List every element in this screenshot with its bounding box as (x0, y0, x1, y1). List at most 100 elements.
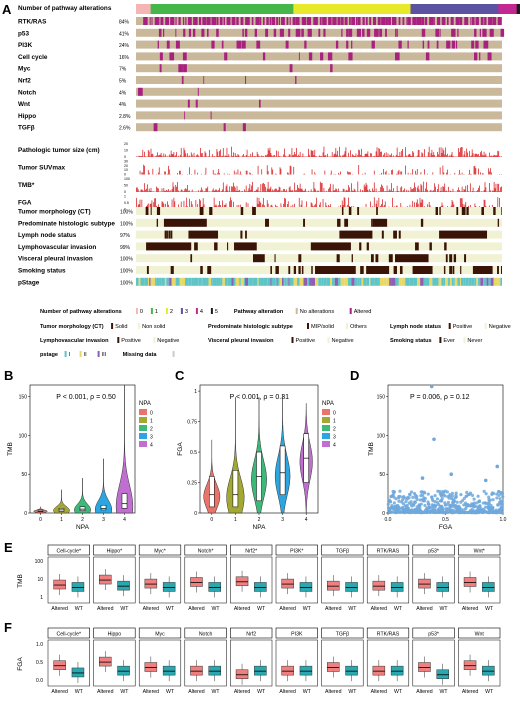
continuous-bar (491, 155, 492, 157)
scatter-point (447, 503, 452, 507)
continuous-bar (223, 173, 225, 175)
continuous-bar (250, 189, 252, 192)
y-tick-label: 1.0 (36, 642, 43, 648)
continuous-bar (138, 155, 140, 157)
altered-tick (487, 52, 492, 61)
altered-tick (471, 17, 475, 25)
continuous-bar (467, 152, 468, 157)
facet-strip (93, 627, 136, 639)
continuous-bar (244, 156, 246, 157)
continuous-bar (446, 172, 447, 175)
scatter-point (477, 504, 482, 508)
continuous-bar (154, 198, 156, 210)
altered-tick (223, 17, 226, 25)
facet-strip (93, 544, 136, 556)
continuous-bar (292, 189, 294, 192)
facet-frame (230, 639, 273, 687)
altered-tick (475, 40, 479, 49)
continuous-bar (460, 147, 462, 157)
pstage-tick (468, 277, 472, 286)
categorical-tick (360, 266, 364, 274)
continuous-bar (358, 149, 360, 157)
continuous-bar (327, 153, 328, 157)
x-tick-label: 0 (39, 517, 42, 523)
continuous-bar (242, 155, 243, 157)
continuous-bar (234, 187, 236, 192)
continuous-bar (171, 199, 173, 210)
y-tick-label: 0.75 (187, 420, 197, 426)
legend-item: 3 (150, 435, 153, 441)
continuous-bar (368, 191, 370, 192)
scatter-point (392, 490, 396, 494)
continuous-bar (277, 151, 279, 157)
categorical-tick (493, 207, 496, 215)
altered-tick (436, 40, 439, 49)
continuous-bar (396, 185, 398, 192)
continuous-bar (263, 197, 264, 210)
continuous-bar (144, 165, 145, 175)
pstage-tick (155, 277, 157, 286)
altered-tick (178, 17, 181, 25)
categorical-tick (199, 207, 204, 215)
box-wt (162, 582, 176, 592)
altered-tick (281, 17, 285, 25)
categorical-tick (372, 218, 388, 227)
continuous-bar (283, 203, 285, 210)
facet-strip (275, 544, 318, 556)
continuous-bar (167, 201, 168, 210)
violin-1 (226, 397, 245, 514)
continuous-bar (323, 187, 325, 192)
continuous-bar (178, 204, 179, 210)
altered-tick (154, 17, 160, 25)
alteration-row-label: PI3K (18, 42, 33, 49)
categorical-tick (337, 218, 341, 227)
x-tick-label: Altered (416, 606, 433, 612)
continuous-bar (290, 166, 292, 175)
continuous-bar (267, 171, 269, 175)
pstage-tick (344, 277, 348, 286)
pstage-tick (429, 277, 433, 286)
scatter-point (495, 511, 499, 515)
continuous-bar (432, 155, 434, 157)
categorical-tick (452, 266, 455, 274)
altered-tick (373, 17, 377, 25)
facet-frame (184, 556, 227, 604)
continuous-bar (447, 153, 448, 157)
continuous-bar (463, 173, 465, 175)
altered-tick (153, 123, 158, 132)
continuous-bar (245, 202, 247, 210)
continuous-bar (337, 191, 339, 192)
continuous-bar (264, 184, 265, 192)
box-altered (418, 578, 431, 589)
facet-frame (138, 556, 182, 604)
continuous-bar (347, 171, 349, 175)
altered-tick (285, 40, 289, 49)
continuous-bar (225, 156, 227, 157)
scatter-point (406, 506, 410, 510)
scatter-point (409, 490, 414, 494)
continuous-bar (428, 201, 430, 210)
continuous-bar (326, 190, 328, 192)
continuous-bar (439, 190, 441, 192)
continuous-bar (262, 204, 264, 210)
alteration-row-bg (136, 99, 502, 108)
continuous-bar (308, 148, 309, 157)
continuous-bar (333, 154, 335, 157)
pstage-tick (374, 277, 378, 286)
continuous-bar (363, 184, 365, 192)
altered-tick (489, 28, 494, 37)
continuous-bar (369, 189, 371, 192)
continuous-bar (383, 188, 384, 192)
continuous-bar (251, 185, 253, 192)
continuous-bar (304, 173, 306, 175)
continuous-bar (265, 186, 266, 192)
categorical-tick (194, 242, 198, 251)
continuous-bar (286, 172, 288, 175)
altered-tick (313, 17, 318, 25)
continuous-bar (272, 189, 274, 192)
altered-tick (223, 123, 226, 132)
continuous-bar (270, 186, 272, 192)
continuous-bar (157, 152, 158, 157)
continuous-bar (236, 156, 238, 157)
categorical-tick (265, 218, 269, 227)
